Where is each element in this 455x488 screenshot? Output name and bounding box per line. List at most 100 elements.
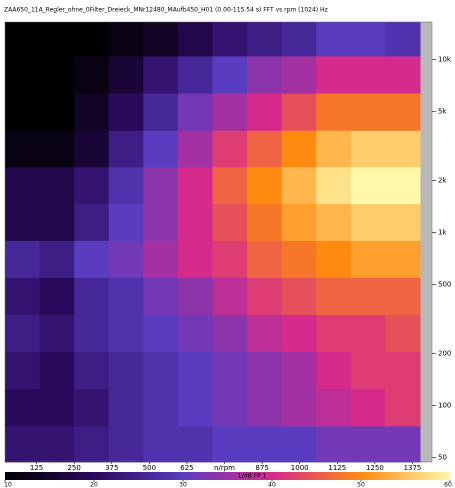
heat-cell xyxy=(350,277,386,316)
heat-cell xyxy=(108,351,144,390)
heat-cell xyxy=(177,351,213,390)
heat-cell xyxy=(39,166,75,205)
heat-cell xyxy=(350,22,386,57)
heat-cell xyxy=(281,22,317,57)
heat-cell xyxy=(143,130,179,168)
x-tick-label: 250 xyxy=(67,464,80,472)
x-tick-label: 1125 xyxy=(328,464,346,472)
heat-cell xyxy=(247,93,283,131)
heat-cell xyxy=(385,130,421,168)
colorbar-tick-label: 20 xyxy=(90,482,98,488)
x-tick-label: 1000 xyxy=(291,464,309,472)
heat-cell xyxy=(143,22,179,57)
heat-cell xyxy=(212,388,248,427)
heat-cell xyxy=(350,93,386,131)
heat-cell xyxy=(281,93,317,131)
heat-cell xyxy=(247,166,283,205)
heat-cell xyxy=(74,130,110,168)
heat-cell xyxy=(5,166,41,205)
heat-cell xyxy=(5,93,41,131)
heat-cell xyxy=(74,166,110,205)
heat-cell xyxy=(247,240,283,278)
heat-cell xyxy=(316,388,352,427)
unused-strip xyxy=(420,22,432,462)
heat-cell xyxy=(177,93,213,131)
heat-cell xyxy=(5,55,41,94)
heat-cell xyxy=(74,93,110,131)
y-tick-label: 1k xyxy=(438,228,447,236)
colorbar-tick-label: 60 xyxy=(444,482,452,488)
heat-cell xyxy=(385,351,421,390)
heat-cell xyxy=(74,240,110,278)
heat-cell xyxy=(385,93,421,131)
heat-cell xyxy=(247,130,283,168)
x-tick-label: n/rpm xyxy=(214,464,235,472)
heat-cell xyxy=(247,351,283,390)
heat-cell xyxy=(212,351,248,390)
heat-cell xyxy=(281,203,317,241)
heat-cell xyxy=(316,203,352,241)
heat-cell xyxy=(247,277,283,316)
heat-cell xyxy=(143,240,179,278)
heat-cell xyxy=(281,314,317,352)
heat-cell xyxy=(316,22,352,57)
heat-cell xyxy=(39,203,75,241)
heat-cell xyxy=(350,425,386,463)
heat-cell xyxy=(350,388,386,427)
heat-cell xyxy=(316,314,352,352)
heat-cell xyxy=(385,425,421,463)
heat-cell xyxy=(74,351,110,390)
heat-cell xyxy=(316,425,352,463)
heat-cell xyxy=(350,130,386,168)
heat-cell xyxy=(385,203,421,241)
heat-cell xyxy=(350,351,386,390)
heat-cell xyxy=(143,388,179,427)
heat-cell xyxy=(247,314,283,352)
heat-cell xyxy=(316,93,352,131)
heat-cell xyxy=(385,22,421,57)
heat-cell xyxy=(39,277,75,316)
heat-cell xyxy=(39,130,75,168)
heat-cell xyxy=(5,22,41,57)
heat-cell xyxy=(247,388,283,427)
heat-cell xyxy=(5,314,41,352)
heat-cell xyxy=(247,203,283,241)
heat-cell xyxy=(108,425,144,463)
heat-cell xyxy=(281,55,317,94)
heat-cell xyxy=(177,166,213,205)
heat-cell xyxy=(5,425,41,463)
heat-cell xyxy=(74,314,110,352)
y-tick-label: 200 xyxy=(438,349,451,357)
colorbar-tick-label: 30 xyxy=(179,482,187,488)
heat-cell xyxy=(177,240,213,278)
heat-cell xyxy=(74,203,110,241)
heat-cell xyxy=(108,388,144,427)
heat-cell xyxy=(385,314,421,352)
heat-cell xyxy=(39,93,75,131)
heat-cell xyxy=(108,314,144,352)
heat-cell xyxy=(212,130,248,168)
heat-cell xyxy=(143,425,179,463)
colorbar-tick-label: 40 xyxy=(268,482,276,488)
heat-cell xyxy=(74,388,110,427)
heat-cell xyxy=(316,55,352,94)
heat-cell xyxy=(143,351,179,390)
heat-cell xyxy=(316,166,352,205)
heat-cell xyxy=(39,314,75,352)
y-tick-label: 2k xyxy=(438,176,447,184)
heat-cell xyxy=(212,22,248,57)
heat-cell xyxy=(39,388,75,427)
heat-cell xyxy=(350,314,386,352)
y-tick-label: 5k xyxy=(438,108,447,116)
heat-cell xyxy=(212,203,248,241)
plot-frame xyxy=(4,21,433,463)
x-tick-label: 500 xyxy=(143,464,156,472)
heat-cell xyxy=(5,388,41,427)
heat-cell xyxy=(350,166,386,205)
heat-cell xyxy=(281,166,317,205)
heat-cell xyxy=(281,240,317,278)
x-tick-label: 125 xyxy=(30,464,43,472)
heat-cell xyxy=(5,240,41,278)
heat-cell xyxy=(212,240,248,278)
